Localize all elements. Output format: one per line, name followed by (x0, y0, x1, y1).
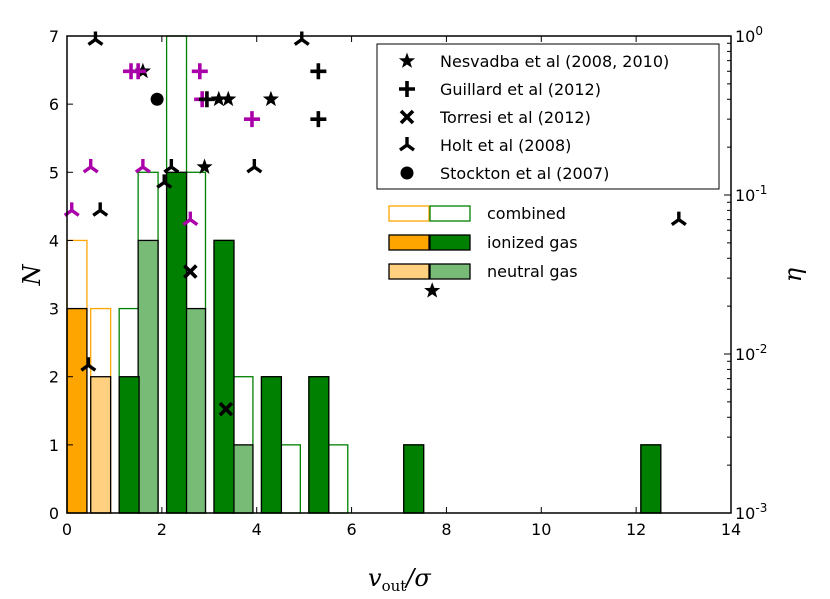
y2-tick-label: 10-3 (735, 501, 767, 523)
x-tick-label: 12 (626, 520, 646, 539)
x-tick-label: 2 (157, 520, 167, 539)
hist-legend-swatch-high (429, 263, 471, 280)
marker-tri-3 (134, 159, 151, 174)
y2-tick-label: 10-1 (735, 183, 767, 205)
marker-star-5 (424, 282, 441, 298)
y-tick-label: 2 (49, 368, 59, 387)
x-tick-label: 6 (346, 520, 356, 539)
hist-legend-swatch-low (388, 234, 430, 251)
bar-ionized-high-3 (260, 376, 283, 514)
marker-plus-4 (198, 91, 215, 108)
plot-frame (66, 35, 732, 514)
bar-neutral-low-0 (90, 376, 112, 514)
y-tick-label: 4 (49, 231, 59, 250)
bar-ionized-high-5 (403, 444, 425, 514)
y2-axis-label: η (779, 267, 807, 282)
hist-legend-swatch-high (429, 205, 471, 222)
histogram-legend: combined ionized gas neutral gas (388, 204, 578, 281)
scatter-legend-box (376, 43, 720, 190)
marker-circle-0 (150, 92, 164, 106)
bar-ionized-high-0 (118, 376, 140, 514)
marker-plus-1 (130, 63, 147, 80)
y2-tick-label: 10-2 (735, 342, 767, 364)
bar-neutral-high-2 (232, 444, 254, 514)
y-tick-label: 0 (49, 504, 59, 523)
x-tick-label: 8 (441, 520, 451, 539)
marker-tri-0 (87, 31, 104, 46)
legend-label: Holt et al (2008) (440, 136, 571, 155)
marker-star-1 (196, 158, 213, 174)
bar-ionized-low-0 (66, 307, 88, 514)
marker-tri-6 (246, 159, 263, 174)
x-axis-label: vout/σ (368, 564, 431, 595)
marker-tri-10 (80, 357, 97, 372)
hist-legend-label: neutral gas (487, 262, 578, 281)
bar-ionized-high-4 (308, 376, 330, 514)
marker-star-2 (210, 90, 227, 107)
bar-ionized-high-2 (213, 239, 235, 514)
x-tick-label: 4 (252, 520, 262, 539)
hist-legend-swatch-low (388, 205, 430, 222)
scatter-legend: Nesvadba et al (2008, 2010) Guillard et a… (376, 43, 720, 190)
hist-legend-swatch-low (388, 263, 430, 280)
marker-star-4 (262, 90, 279, 107)
marker-plus-2 (191, 63, 208, 80)
legend-marker-circle (400, 166, 414, 180)
hist-legend-swatch-high (429, 234, 471, 251)
marker-plus-6 (310, 63, 327, 80)
x-tick-label: 14 (721, 520, 741, 539)
hist-legend-label: ionized gas (487, 233, 578, 252)
legend-label: Stockton et al (2007) (440, 164, 609, 183)
y-axis-label: N (18, 264, 46, 287)
marker-x-0 (183, 264, 198, 279)
legend-marker-tri (399, 137, 415, 152)
marker-x-1 (218, 401, 234, 417)
y-tick-label: 7 (49, 27, 59, 46)
marker-tri-4 (163, 159, 180, 174)
x-tick-label: 10 (531, 520, 551, 539)
legend-marker-plus (399, 81, 415, 97)
y-tick-label: 1 (49, 436, 59, 455)
marker-tri-8 (92, 202, 109, 217)
bar-ionized-high-6 (640, 444, 662, 514)
y-tick-label: 5 (49, 163, 59, 182)
legend-label: Guillard et al (2012) (440, 80, 601, 99)
bar-combined-high-9 (327, 444, 349, 514)
marker-tri-2 (82, 159, 99, 174)
axes (66, 35, 732, 514)
y2-tick-label: 100 (735, 24, 763, 46)
bar-neutral-high-1 (184, 307, 207, 514)
hist-legend-label: combined (487, 204, 566, 223)
marker-star-3 (220, 90, 237, 107)
legend-label: Nesvadba et al (2008, 2010) (440, 52, 669, 71)
marker-plus-5 (243, 111, 260, 128)
legend-marker-star (398, 52, 416, 68)
y-tick-label: 3 (49, 300, 59, 319)
bar-neutral-high-0 (137, 239, 159, 514)
bar-combined-high-7 (279, 444, 301, 514)
marker-tri-5 (156, 174, 173, 189)
y-tick-label: 6 (49, 95, 59, 114)
marker-tri-7 (63, 202, 80, 217)
marker-tri-9 (182, 211, 199, 227)
x-tick-label: 0 (62, 520, 72, 539)
marker-tri-11 (670, 211, 687, 227)
legend-label: Torresi et al (2012) (439, 108, 591, 127)
marker-tri-1 (293, 31, 310, 46)
scatter-markers (63, 31, 687, 417)
marker-plus-7 (310, 111, 327, 128)
legend-marker-x (399, 109, 415, 125)
